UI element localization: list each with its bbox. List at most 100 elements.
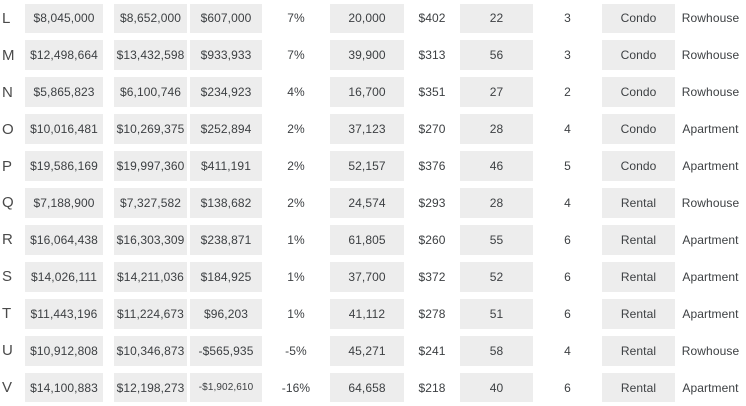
- table-cell[interactable]: Apartment: [682, 306, 739, 321]
- table-cell[interactable]: $12,198,273: [114, 372, 187, 403]
- table-cell[interactable]: Rental: [602, 188, 675, 218]
- table-cell[interactable]: 7%: [287, 11, 305, 26]
- table-cell[interactable]: $351: [418, 85, 446, 100]
- table-cell[interactable]: 52,157: [330, 151, 404, 182]
- table-cell[interactable]: $10,016,481: [25, 114, 103, 145]
- table-cell[interactable]: $16,303,309: [114, 224, 187, 255]
- table-cell[interactable]: 6: [564, 232, 571, 247]
- table-cell[interactable]: $10,269,375: [114, 114, 187, 145]
- table-cell[interactable]: 58: [460, 335, 533, 366]
- table-cell[interactable]: $293: [418, 195, 446, 210]
- table-cell[interactable]: $14,211,036: [114, 261, 187, 292]
- table-cell[interactable]: $6,100,746: [114, 77, 187, 108]
- table-cell[interactable]: 52: [460, 261, 533, 292]
- table-cell[interactable]: $238,871: [190, 224, 262, 255]
- table-cell[interactable]: Condo: [602, 77, 675, 108]
- table-cell[interactable]: $607,000: [190, 3, 262, 34]
- table-cell[interactable]: 2%: [287, 159, 305, 174]
- table-cell[interactable]: 3: [564, 11, 571, 26]
- table-cell[interactable]: 2%: [287, 195, 305, 210]
- table-cell[interactable]: $260: [418, 232, 446, 247]
- table-cell[interactable]: $313: [418, 48, 446, 63]
- table-cell[interactable]: 3: [564, 48, 571, 63]
- table-cell[interactable]: Rowhouse: [681, 11, 740, 26]
- table-cell[interactable]: 4: [564, 343, 571, 358]
- table-cell[interactable]: $933,933: [190, 40, 262, 71]
- table-cell[interactable]: $278: [418, 306, 446, 321]
- table-cell[interactable]: -$565,935: [190, 335, 262, 366]
- table-cell[interactable]: 1%: [287, 269, 305, 284]
- table-cell[interactable]: 27: [460, 77, 533, 108]
- table-cell[interactable]: $14,100,883: [25, 372, 103, 403]
- table-cell[interactable]: Rowhouse: [681, 195, 740, 210]
- table-cell[interactable]: 24,574: [330, 188, 404, 218]
- table-cell[interactable]: 6: [564, 380, 571, 395]
- table-cell[interactable]: $10,912,808: [25, 335, 103, 366]
- table-cell[interactable]: 46: [460, 151, 533, 182]
- table-cell[interactable]: Apartment: [682, 380, 739, 395]
- table-cell[interactable]: $12,498,664: [25, 40, 103, 71]
- table-cell[interactable]: 40: [460, 372, 533, 403]
- table-cell[interactable]: $10,346,873: [114, 335, 187, 366]
- table-cell[interactable]: $7,327,582: [114, 188, 187, 218]
- table-cell[interactable]: 41,112: [330, 298, 404, 329]
- table-cell[interactable]: 2%: [287, 122, 305, 137]
- table-cell[interactable]: Apartment: [682, 122, 739, 137]
- table-cell[interactable]: $11,443,196: [25, 298, 103, 329]
- table-cell[interactable]: $218: [418, 380, 446, 395]
- table-cell[interactable]: $11,224,673: [114, 298, 187, 329]
- table-cell[interactable]: Rental: [602, 372, 675, 403]
- table-cell[interactable]: 37,700: [330, 261, 404, 292]
- table-cell[interactable]: 7%: [287, 48, 305, 63]
- table-cell[interactable]: Condo: [602, 40, 675, 71]
- table-cell[interactable]: Rowhouse: [681, 48, 740, 63]
- table-cell[interactable]: 45,271: [330, 335, 404, 366]
- table-cell[interactable]: -5%: [285, 343, 307, 358]
- table-cell[interactable]: $234,923: [190, 77, 262, 108]
- table-cell[interactable]: 1%: [287, 232, 305, 247]
- table-cell[interactable]: 6: [564, 269, 571, 284]
- table-cell[interactable]: $13,432,598: [114, 40, 187, 71]
- table-cell[interactable]: $241: [418, 343, 446, 358]
- table-cell[interactable]: Rowhouse: [681, 343, 740, 358]
- table-cell[interactable]: $14,026,111: [25, 261, 103, 292]
- table-cell[interactable]: 20,000: [330, 3, 404, 34]
- table-cell[interactable]: Apartment: [682, 269, 739, 284]
- table-cell[interactable]: Rental: [602, 335, 675, 366]
- table-cell[interactable]: 1%: [287, 306, 305, 321]
- table-cell[interactable]: $376: [418, 159, 446, 174]
- table-cell[interactable]: $96,203: [190, 298, 262, 329]
- table-cell[interactable]: Rental: [602, 261, 675, 292]
- table-cell[interactable]: 51: [460, 298, 533, 329]
- table-cell[interactable]: 64,658: [330, 372, 404, 403]
- table-cell[interactable]: $8,045,000: [25, 3, 103, 34]
- table-cell[interactable]: Rental: [602, 224, 675, 255]
- table-cell[interactable]: -$1,902,610: [190, 372, 262, 403]
- table-cell[interactable]: Condo: [602, 114, 675, 145]
- table-cell[interactable]: $19,997,360: [114, 151, 187, 182]
- table-cell[interactable]: 6: [564, 306, 571, 321]
- table-cell[interactable]: 28: [460, 114, 533, 145]
- table-cell[interactable]: $270: [418, 122, 446, 137]
- table-cell[interactable]: 5: [564, 159, 571, 174]
- table-cell[interactable]: 55: [460, 224, 533, 255]
- table-cell[interactable]: 4%: [287, 85, 305, 100]
- table-cell[interactable]: Apartment: [682, 232, 739, 247]
- table-cell[interactable]: 37,123: [330, 114, 404, 145]
- table-cell[interactable]: 2: [564, 85, 571, 100]
- table-cell[interactable]: 39,900: [330, 40, 404, 71]
- table-cell[interactable]: $184,925: [190, 261, 262, 292]
- table-cell[interactable]: 28: [460, 188, 533, 218]
- table-cell[interactable]: Condo: [602, 3, 675, 34]
- table-cell[interactable]: 56: [460, 40, 533, 71]
- table-cell[interactable]: 4: [564, 122, 571, 137]
- table-cell[interactable]: 4: [564, 195, 571, 210]
- table-cell[interactable]: Rental: [602, 298, 675, 329]
- table-cell[interactable]: $8,652,000: [114, 3, 187, 34]
- table-cell[interactable]: $402: [418, 11, 446, 26]
- table-cell[interactable]: -16%: [281, 380, 311, 395]
- table-cell[interactable]: $5,865,823: [25, 77, 103, 108]
- table-cell[interactable]: $252,894: [190, 114, 262, 145]
- table-cell[interactable]: $19,586,169: [25, 151, 103, 182]
- table-cell[interactable]: $16,064,438: [25, 224, 103, 255]
